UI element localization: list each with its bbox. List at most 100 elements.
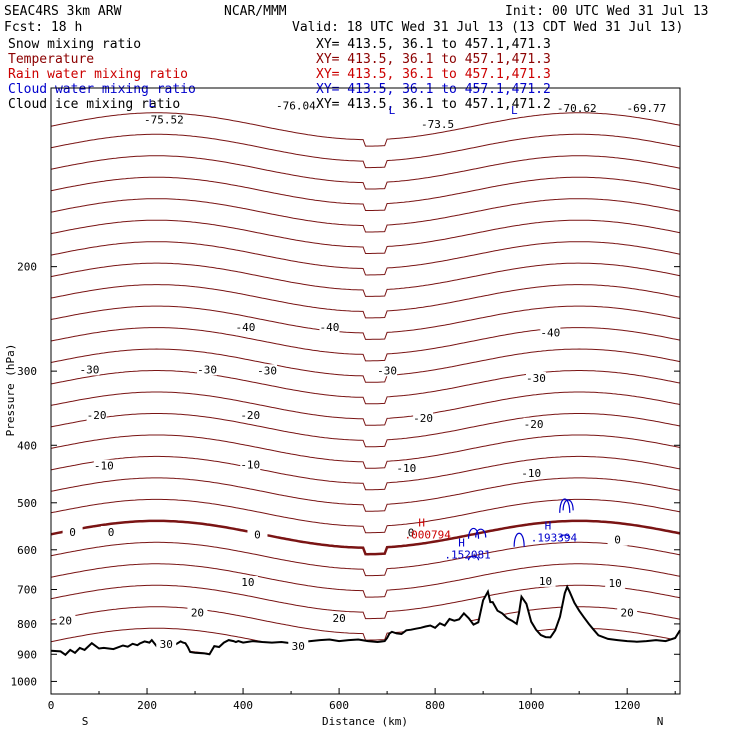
y-tick-label: 600 (17, 544, 37, 557)
isotherm-line (50, 391, 681, 426)
top-mark-label: L (511, 104, 518, 117)
valid-time: Valid: 18 UTC Wed 31 Jul 13 (13 CDT Wed … (292, 20, 683, 35)
isotherm-line (50, 284, 681, 319)
label-knockout (413, 412, 434, 425)
label-knockout (288, 639, 309, 652)
terrain-profile (50, 584, 681, 694)
top-mark-label: L (149, 97, 156, 110)
isotherm-label: 0 (614, 534, 621, 547)
isotherm-line (50, 327, 681, 362)
label-knockout (319, 321, 340, 334)
label-knockout (396, 462, 417, 475)
label-knockout (540, 326, 561, 339)
isotherm-label: 30 (160, 638, 173, 651)
isotherm-line (50, 563, 681, 598)
isotherm-line (50, 413, 681, 448)
isotherm-label: -40 (540, 326, 560, 339)
label-knockout (93, 459, 114, 472)
top-value-label: -75.52 (144, 113, 184, 126)
cloud-water-contour (475, 528, 487, 538)
isotherm-line (50, 305, 681, 340)
isotherm-label: -10 (240, 459, 260, 472)
legend-xy-temperature: XY= 413.5, 36.1 to 457.1,471.3 (316, 52, 551, 67)
isotherm-line (50, 198, 681, 233)
south-marker: S (82, 715, 89, 728)
label-knockout (247, 528, 268, 541)
terrain-mask (51, 586, 680, 694)
isotherm-line (50, 477, 681, 512)
isotherm-label: 30 (292, 640, 305, 653)
extremum-value: .000794 (404, 528, 451, 541)
isotherm-label: -20 (524, 418, 544, 431)
x-tick-label: 400 (233, 699, 253, 712)
label-knockout (79, 363, 100, 376)
isotherm-line (50, 434, 681, 469)
label-knockout (101, 525, 122, 538)
isotherm-line (50, 348, 681, 383)
y-tick-label: 1000 (11, 675, 38, 688)
isotherm-label: -30 (79, 363, 99, 376)
top-value-label: -69.77 (627, 102, 667, 115)
y-tick-label: 200 (17, 261, 37, 274)
legend-name-cloud-water: Cloud water mixing ratio (8, 82, 196, 97)
forecast-hour: Fcst: 18 h (4, 20, 82, 35)
label-knockout (377, 364, 398, 377)
isotherm-label: 20 (59, 615, 72, 628)
label-knockout (257, 364, 278, 377)
label-knockout (329, 612, 350, 625)
isotherm-label: 0 (408, 526, 415, 539)
cloud-water-contour (562, 499, 574, 511)
extremum-letter: H (458, 536, 465, 549)
isotherm-label: -30 (257, 364, 277, 377)
extremum-value: .193394 (531, 532, 578, 545)
temperature-isotherms (50, 112, 681, 695)
extremum-value: .152081 (444, 548, 490, 561)
legend-xy-cloud-ice: XY= 413.5, 36.1 to 457.1,471.2 (316, 97, 551, 112)
cloud-water-contour (513, 532, 525, 547)
init-time: Init: 00 UTC Wed 31 Jul 13 (505, 4, 709, 19)
label-knockout (525, 371, 546, 384)
isotherm-line (50, 541, 681, 577)
isotherm-line (50, 133, 681, 169)
label-knockout (521, 466, 542, 479)
label-knockout (86, 409, 107, 422)
terrain-line (50, 584, 681, 657)
top-value-label: -70.62 (557, 102, 597, 115)
label-knockout (617, 606, 638, 619)
legend-xy-rain: XY= 413.5, 36.1 to 457.1,471.3 (316, 67, 551, 82)
isotherm-label: -10 (396, 462, 416, 475)
top-value-label: -73.5 (421, 118, 454, 131)
y-tick-label: 900 (17, 648, 37, 661)
north-marker: N (657, 715, 664, 728)
isotherm-label: -40 (236, 321, 256, 334)
extremum-letter: H (418, 516, 425, 529)
isotherm-label: -20 (240, 409, 260, 422)
isotherm-line (50, 262, 681, 297)
y-tick-label: 700 (17, 584, 37, 597)
y-tick-label: 500 (17, 497, 37, 510)
isotherm-line (50, 112, 681, 147)
isotherm-label: 0 (254, 529, 261, 542)
x-tick-label: 600 (329, 699, 349, 712)
y-tick-label: 300 (17, 365, 37, 378)
label-knockout (235, 321, 256, 334)
extremum-letter: H (545, 520, 552, 533)
isotherm-line (50, 455, 681, 491)
label-knockout (607, 533, 628, 546)
label-knockout (55, 614, 76, 627)
isotherm-label: 20 (621, 607, 634, 620)
isotherm-line (50, 498, 681, 534)
cloud-water-contours (467, 498, 574, 561)
x-tick-label: 200 (137, 699, 157, 712)
isotherm-label: -10 (521, 467, 541, 480)
isotherm-label: 10 (609, 577, 622, 590)
legend-name-snow: Snow mixing ratio (8, 37, 141, 52)
label-knockout (535, 574, 556, 587)
y-tick-label: 400 (17, 439, 37, 452)
legend-xy-snow: XY= 413.5, 36.1 to 457.1,471.3 (316, 37, 551, 52)
isotherm-label: 0 (108, 526, 115, 539)
label-knockout (237, 576, 258, 589)
isotherm-label: -40 (320, 321, 340, 334)
label-knockout (240, 409, 261, 422)
